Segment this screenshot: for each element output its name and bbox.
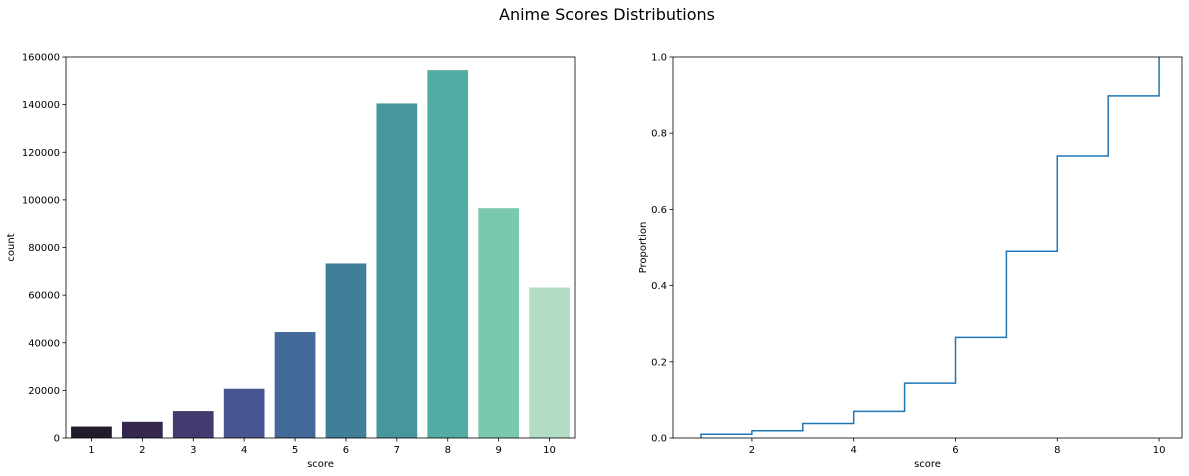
x-tick-label: 4: [851, 445, 857, 456]
x-tick-label: 8: [1054, 445, 1060, 456]
y-tick-label: 0.4: [651, 281, 667, 292]
x-tick-label: 10: [1153, 445, 1166, 456]
plot-frame: [672, 56, 1183, 439]
bar-score-6: [325, 263, 367, 438]
y-tick-label: 0.0: [651, 434, 667, 445]
x-tick-label: 7: [394, 445, 400, 456]
bar-score-2: [121, 421, 163, 438]
x-tick-label: 10: [543, 445, 556, 456]
bar-score-5: [274, 332, 316, 438]
x-axis-ticks: 1 2 3 4 5 6 7 8 9 10: [88, 438, 556, 456]
x-tick-label: 4: [241, 445, 247, 456]
y-tick-label: 80000: [28, 243, 60, 254]
y-tick-label: 60000: [28, 291, 60, 302]
x-tick-label: 2: [139, 445, 145, 456]
y-tick-label: 0: [54, 434, 60, 445]
bar-score-9: [478, 208, 520, 438]
x-tick-label: 9: [495, 445, 501, 456]
y-tick-label: 40000: [28, 338, 60, 349]
bar-series: [71, 70, 570, 439]
y-tick-label: 140000: [22, 100, 60, 111]
y-tick-label: 1.0: [651, 53, 667, 64]
x-axis-ticks: 2 4 6 8 10: [749, 438, 1166, 456]
x-tick-label: 2: [749, 445, 755, 456]
x-axis-label: score: [914, 459, 941, 470]
ecdf-step-line: [700, 57, 1160, 438]
bar-score-8: [427, 70, 469, 439]
x-tick-label: 6: [343, 445, 349, 456]
y-axis-ticks: 0.0 0.2 0.4 0.6 0.8 1.0: [651, 53, 673, 445]
bar-score-10: [529, 287, 570, 438]
x-axis-label: score: [307, 459, 334, 470]
bar-score-1: [71, 426, 112, 438]
ecdf-chart: 2 4 6 8 10 0.0 0.2 0.4 0.6 0.8 1.0 score Proporti…: [638, 53, 1183, 470]
y-tick-label: 0.8: [651, 129, 667, 140]
y-tick-label: 160000: [22, 53, 60, 64]
y-axis-label: Proportion: [638, 222, 649, 274]
y-axis-label: count: [6, 233, 17, 261]
y-axis-ticks: 0 20000 40000 60000 80000 100000 120000 140000 1…: [22, 53, 66, 445]
x-tick-label: 6: [952, 445, 958, 456]
bar-score-3: [172, 411, 214, 438]
x-tick-label: 3: [190, 445, 196, 456]
x-tick-label: 1: [88, 445, 94, 456]
bar-score-7: [376, 103, 418, 438]
figure-title: Anime Scores Distributions: [499, 5, 715, 24]
bar-score-4: [223, 388, 265, 438]
y-tick-label: 0.2: [651, 357, 667, 368]
y-tick-label: 100000: [22, 195, 60, 206]
y-tick-label: 0.6: [651, 205, 667, 216]
y-tick-label: 120000: [22, 148, 60, 159]
bar-chart: 1 2 3 4 5 6 7 8 9 10 0 20000 40000 60000 80000 100000 1…: [6, 53, 576, 470]
y-tick-label: 20000: [28, 386, 60, 397]
x-tick-label: 5: [292, 445, 298, 456]
plot-frame: [65, 56, 576, 439]
x-tick-label: 8: [445, 445, 451, 456]
